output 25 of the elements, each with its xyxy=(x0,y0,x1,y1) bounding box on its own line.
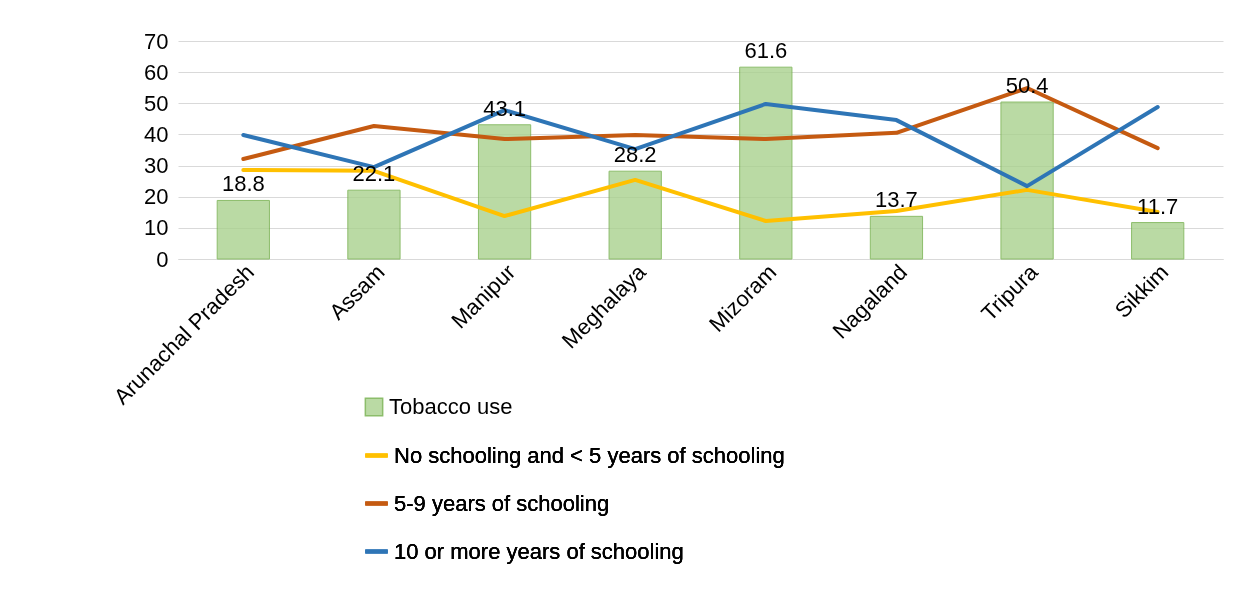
bar xyxy=(347,189,401,260)
legend-label: 5-9 years of schooling xyxy=(394,490,610,516)
bar xyxy=(477,124,532,260)
legend-label: 10 or more years of schooling xyxy=(394,538,684,564)
bar xyxy=(608,170,662,260)
data-label: 18.8 xyxy=(221,171,265,197)
y-tick-label: 40 xyxy=(144,121,169,147)
bar xyxy=(1131,222,1185,260)
data-label: 61.6 xyxy=(744,38,788,64)
bar xyxy=(1000,101,1054,260)
data-label: 13.7 xyxy=(875,187,918,213)
y-tick-label: 30 xyxy=(144,153,169,179)
y-tick-label: 0 xyxy=(156,246,169,272)
bar xyxy=(216,199,270,260)
y-tick-label: 20 xyxy=(144,184,169,210)
legend-label: No schooling and < 5 years of schooling xyxy=(394,442,785,468)
data-label: 11.7 xyxy=(1137,193,1179,219)
bar xyxy=(739,66,793,260)
data-label: 28.2 xyxy=(613,142,657,168)
y-tick-label: 70 xyxy=(144,28,169,54)
legend-label: Tobacco use xyxy=(389,394,513,419)
y-tick-label: 50 xyxy=(144,90,169,116)
y-tick-label: 10 xyxy=(144,215,169,241)
y-tick-label: 60 xyxy=(144,59,169,85)
bar xyxy=(869,215,924,260)
